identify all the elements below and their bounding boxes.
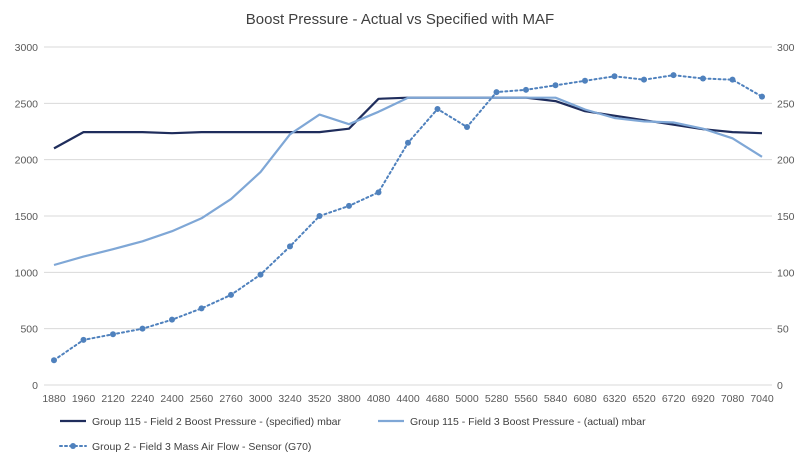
x-tick-label: 6080 [573,393,597,405]
series-3-point [316,213,323,219]
series-3-point [375,189,382,196]
chart-title: Boost Pressure - Actual vs Specified wit… [246,11,554,28]
x-tick-label: 1960 [72,393,96,405]
right-tick-label: 150 [777,211,795,223]
x-tick-label: 4080 [367,393,391,405]
left-tick-label: 500 [20,324,38,336]
series-3-point [198,305,205,312]
x-axis-ticks: 1880 1960 2120 2240 2400 2560 2760 3000 3240 3520… [42,393,774,405]
x-tick-label: 3240 [278,393,302,405]
left-tick-label: 0 [32,380,38,392]
legend-label-2: Group 115 - Field 3 Boost Pressure - (ac… [410,416,646,428]
series-3-point [552,82,559,89]
series-3-point [169,316,175,323]
x-tick-label: 2760 [219,393,243,405]
series-3-point [228,291,234,298]
series-3-point [700,75,706,82]
x-tick-label: 6720 [662,393,686,405]
series-line-2 [53,96,763,267]
x-tick-label: 6520 [632,393,656,405]
x-tick-label: 3520 [308,393,332,405]
series-3-point [51,357,57,364]
series-3-point [110,331,116,338]
left-tick-label: 3000 [15,42,39,54]
x-tick-label: 2400 [160,393,184,405]
series-3-point [523,86,529,93]
series-3-point [582,77,588,84]
x-tick-label: 4680 [426,393,450,405]
right-tick-label: 250 [777,98,795,110]
x-tick-label: 6920 [691,393,715,405]
series-3-point [287,243,293,250]
series-lines [51,72,765,364]
right-tick-label: 0 [777,380,783,392]
x-tick-label: 3000 [249,393,273,405]
x-tick-label: 1880 [42,393,66,405]
series-3-point [257,271,264,278]
series-3-point [346,202,352,209]
x-tick-label: 5280 [485,393,509,405]
x-tick-label: 7080 [721,393,745,405]
series-3-point [670,72,677,79]
x-tick-label: 4400 [396,393,420,405]
series-3-point [759,93,765,100]
x-tick-label: 3800 [337,393,361,405]
legend-label-3: Group 2 - Field 3 Mass Air Flow - Sensor… [92,441,311,453]
x-tick-label: 2240 [131,393,155,405]
series-3-point [405,139,411,146]
legend-marker-3 [70,443,76,449]
series-3-point [641,76,647,83]
series-3-point [611,73,618,80]
series-3-point [464,123,470,130]
right-tick-label: 300 [777,42,795,54]
left-tick-label: 1000 [15,267,39,279]
right-axis-ticks: 0 50 100 150 200 250 300 [777,42,795,392]
series-3-point [434,105,441,112]
x-tick-label: 5000 [455,393,479,405]
x-tick-label: 7040 [750,393,774,405]
series-3-point [80,336,87,343]
x-tick-label: 5560 [514,393,538,405]
series-3-point [139,325,146,332]
right-tick-label: 200 [777,155,795,167]
legend: Group 115 - Field 2 Boost Pressure - (sp… [59,416,646,453]
right-tick-label: 50 [777,324,789,336]
series-line-3 [53,74,763,362]
left-tick-label: 2500 [15,98,39,110]
left-tick-label: 2000 [15,155,39,167]
left-tick-label: 1500 [15,211,39,223]
x-tick-label: 2560 [190,393,214,405]
x-tick-label: 5840 [544,393,568,405]
series-3-point [493,89,500,96]
right-tick-label: 100 [777,267,795,279]
left-axis-ticks: 0 500 1000 1500 2000 2500 3000 [15,42,39,392]
legend-label-1: Group 115 - Field 2 Boost Pressure - (sp… [92,416,341,428]
x-tick-label: 2120 [101,393,125,405]
series-3-point [729,76,736,83]
x-tick-label: 6320 [603,393,627,405]
gridlines [44,46,772,386]
